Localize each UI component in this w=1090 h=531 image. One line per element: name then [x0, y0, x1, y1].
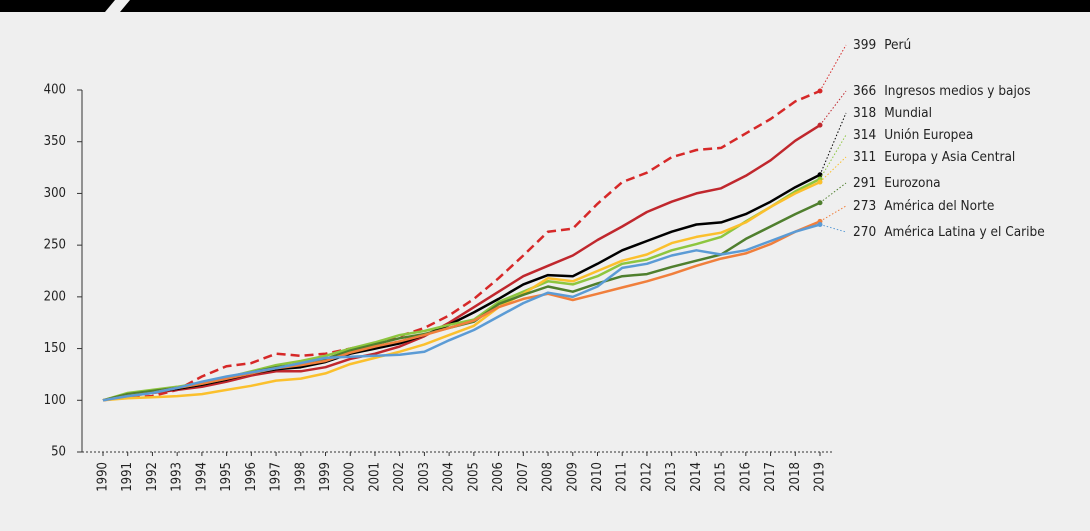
leader-line: [819, 44, 847, 92]
end-point: [817, 122, 823, 128]
x-tick-label: 2007: [516, 462, 531, 492]
x-tick-label: 1998: [293, 462, 308, 492]
x-tick-label: 2019: [813, 462, 828, 492]
x-tick-label: 2013: [664, 462, 679, 492]
y-tick-label: 50: [51, 445, 66, 460]
x-tick-label: 2018: [788, 462, 803, 492]
end-point: [817, 172, 823, 178]
y-tick-label: 250: [44, 238, 66, 253]
series-name: América Latina y el Caribe: [884, 224, 1045, 240]
leader-line: [819, 205, 847, 222]
series-line: [102, 223, 821, 402]
leader-line: [819, 112, 847, 176]
end-value: 291: [853, 175, 876, 191]
series-line: [102, 201, 821, 402]
x-tick-label: 2009: [565, 462, 580, 492]
header-bar: [0, 0, 115, 12]
x-tick-label: 2001: [367, 462, 382, 492]
leader-line: [819, 134, 847, 180]
x-tick-label: 2016: [738, 462, 753, 492]
x-tick-label: 1990: [96, 462, 111, 492]
series-line: [102, 173, 821, 402]
x-tick-label: 2002: [392, 462, 407, 492]
y-tick-label: 100: [44, 393, 66, 408]
end-label: 399 Perú: [853, 37, 911, 53]
end-point: [817, 200, 823, 206]
end-point: [817, 179, 823, 185]
end-label: 270 América Latina y el Caribe: [853, 224, 1045, 240]
x-tick-label: 2000: [343, 462, 358, 492]
end-label: 314 Unión Europea: [853, 127, 973, 143]
x-tick-label: 2004: [442, 462, 457, 492]
end-label: 318 Mundial: [853, 105, 932, 121]
series-name: Perú: [884, 37, 911, 53]
series-line: [102, 177, 821, 402]
x-tick-label: 2017: [763, 462, 778, 492]
end-label: 273 América del Norte: [853, 198, 994, 214]
series-line: [102, 180, 821, 402]
end-point: [817, 221, 823, 227]
x-tick-label: 2008: [541, 462, 556, 492]
series-name: Europa y Asia Central: [884, 149, 1015, 165]
leader-line: [819, 223, 847, 233]
x-tick-label: 2005: [466, 462, 481, 492]
end-value: 399: [853, 37, 876, 53]
x-tick-label: 1991: [120, 462, 135, 492]
x-tick-label: 2015: [714, 462, 729, 492]
x-tick-label: 2003: [417, 462, 432, 492]
y-tick-label: 400: [44, 83, 66, 98]
end-label: 311 Europa y Asia Central: [853, 149, 1015, 165]
end-label: 291 Eurozona: [853, 175, 941, 191]
end-label: 366 Ingresos medios y bajos: [853, 83, 1031, 99]
y-tick-label: 300: [44, 186, 66, 201]
series-line: [102, 220, 821, 402]
end-value: 273: [853, 198, 876, 214]
end-value: 314: [853, 127, 876, 143]
leader-line: [819, 182, 847, 204]
end-value: 318: [853, 105, 876, 121]
x-tick-label: 1999: [318, 462, 333, 492]
y-tick-label: 350: [44, 134, 66, 149]
x-tick-label: 1992: [145, 462, 160, 492]
x-tick-label: 2012: [639, 462, 654, 492]
x-tick-label: 1997: [269, 462, 284, 492]
series-name: Unión Europea: [884, 127, 973, 143]
series-name: Mundial: [884, 105, 932, 121]
series-name: Ingresos medios y bajos: [884, 83, 1030, 99]
header-bar: [120, 0, 1090, 12]
x-tick-label: 1996: [244, 462, 259, 492]
x-tick-label: 1993: [170, 462, 185, 492]
x-tick-label: 2006: [491, 462, 506, 492]
x-tick-label: 1994: [194, 462, 209, 492]
leader-line: [819, 90, 847, 126]
series-line: [102, 124, 821, 402]
series-name: América del Norte: [884, 198, 994, 214]
leader-line: [819, 156, 847, 183]
series-name: Eurozona: [884, 175, 940, 191]
end-value: 270: [853, 224, 876, 240]
y-tick-label: 150: [44, 341, 66, 356]
x-tick-label: 2011: [615, 462, 630, 492]
series-line: [102, 89, 821, 402]
end-value: 366: [853, 83, 876, 99]
y-tick-label: 200: [44, 289, 66, 304]
end-point: [817, 88, 823, 94]
x-tick-label: 2010: [590, 462, 605, 492]
end-value: 311: [853, 149, 876, 165]
x-tick-label: 2014: [689, 462, 704, 492]
x-tick-label: 1995: [219, 462, 234, 492]
